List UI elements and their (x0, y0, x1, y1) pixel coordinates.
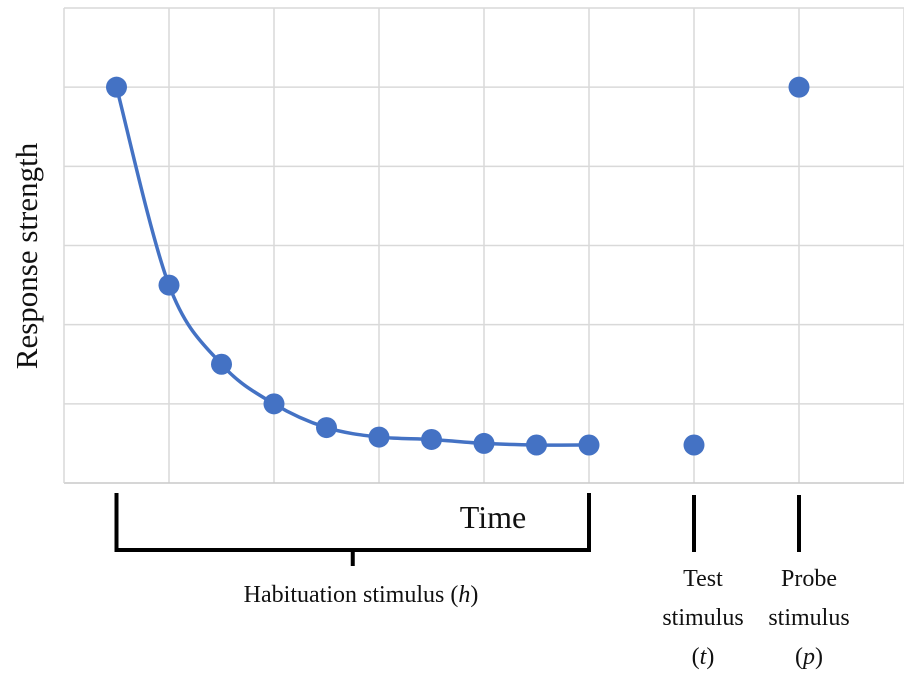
data-point (263, 393, 285, 415)
data-point (473, 432, 495, 454)
data-point (421, 428, 442, 450)
data-point (158, 274, 180, 296)
stimulus-brackets (114, 493, 801, 566)
x-axis-label: Time (460, 499, 526, 535)
gridlines (64, 7, 904, 483)
svg-text:(t): (t) (692, 644, 715, 670)
y-axis-label: Response strength (9, 142, 44, 369)
data-point (578, 434, 600, 456)
svg-text:stimulus: stimulus (662, 605, 743, 631)
data-point (683, 434, 705, 456)
svg-text:Test: Test (683, 566, 723, 592)
svg-text:Probe: Probe (781, 566, 837, 592)
data-point (106, 76, 127, 98)
svg-text:stimulus: stimulus (768, 605, 849, 631)
data-point (316, 417, 337, 439)
habituation-stimulus-label: Habituation stimulus (h) (244, 582, 479, 608)
data-point (788, 76, 810, 98)
data-point (211, 353, 232, 375)
data-point (526, 434, 547, 456)
svg-text:(p): (p) (795, 644, 823, 670)
data-point (368, 426, 390, 448)
test-stimulus-label: Test stimulus (t) (662, 566, 743, 670)
probe-stimulus-label: Probe stimulus (p) (768, 566, 849, 670)
data-points (106, 76, 810, 456)
